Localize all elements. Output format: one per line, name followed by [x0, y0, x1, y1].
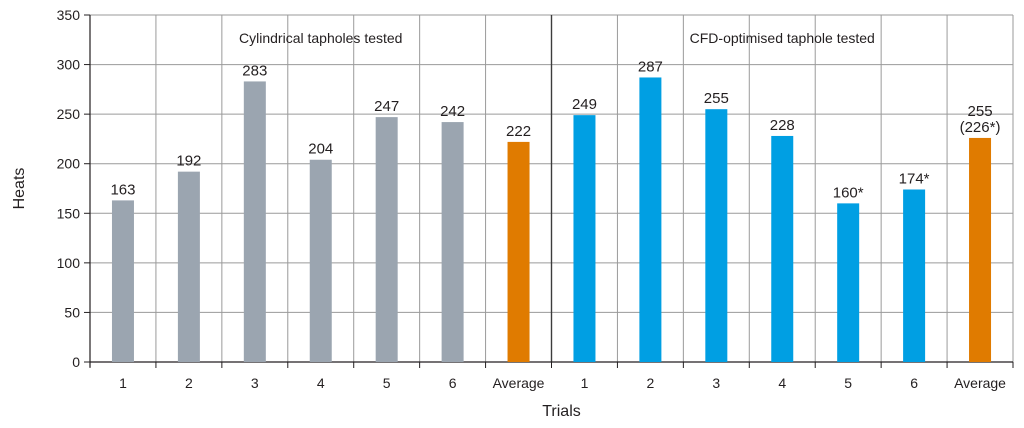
x-tick-label: 1 [581, 375, 589, 391]
data-label: 163 [110, 181, 135, 198]
bar [903, 189, 926, 362]
data-label: 242 [440, 103, 465, 120]
bar [441, 122, 464, 363]
bar [375, 117, 398, 362]
data-label: 255 [704, 90, 729, 107]
data-label: 247 [374, 98, 399, 115]
x-tick-label: 4 [778, 375, 786, 391]
y-tick-label: 350 [57, 7, 81, 23]
bar [309, 159, 332, 362]
group-title: Cylindrical tapholes tested [239, 30, 402, 46]
bar [507, 141, 530, 362]
y-tick-label: 200 [57, 156, 81, 172]
y-tick-label: 0 [72, 354, 80, 370]
data-label: 174* [899, 170, 930, 187]
x-axis-title: Trials [542, 403, 581, 420]
bar [705, 109, 728, 362]
y-tick-label: 300 [57, 57, 81, 73]
bar [639, 77, 662, 363]
x-tick-label: 3 [251, 375, 259, 391]
x-tick-label: 2 [185, 375, 193, 391]
bar [243, 81, 266, 362]
x-tick-label: 1 [119, 375, 127, 391]
x-tick-label: 6 [449, 375, 457, 391]
x-tick-label: 6 [910, 375, 918, 391]
bar [111, 200, 134, 362]
y-tick-label: 150 [57, 205, 81, 221]
x-tick-label: 4 [317, 375, 325, 391]
data-label: 204 [308, 141, 333, 158]
group-title: CFD-optimised taphole tested [690, 30, 875, 46]
bar [969, 137, 992, 362]
data-label: 255 [968, 103, 993, 120]
data-label: 160* [833, 184, 864, 201]
data-label: 192 [176, 153, 201, 170]
x-tick-label: 3 [712, 375, 720, 391]
data-label: 283 [242, 62, 267, 79]
data-label: 222 [506, 123, 531, 140]
bar [177, 171, 200, 362]
y-tick-label: 50 [64, 304, 80, 320]
bar [573, 115, 596, 363]
x-tick-label: Average [493, 375, 545, 391]
x-tick-label: 5 [844, 375, 852, 391]
x-tick-label: 5 [383, 375, 391, 391]
bar [771, 135, 794, 362]
data-label: 228 [770, 117, 795, 134]
data-label: 249 [572, 96, 597, 113]
x-tick-label: 2 [646, 375, 654, 391]
data-label: (226*) [960, 119, 1001, 136]
bar [837, 203, 860, 362]
y-axis-title: Heats [11, 168, 28, 210]
y-tick-label: 100 [57, 255, 81, 271]
x-tick-label: Average [954, 375, 1006, 391]
data-label: 287 [638, 58, 663, 75]
y-tick-label: 250 [57, 106, 81, 122]
